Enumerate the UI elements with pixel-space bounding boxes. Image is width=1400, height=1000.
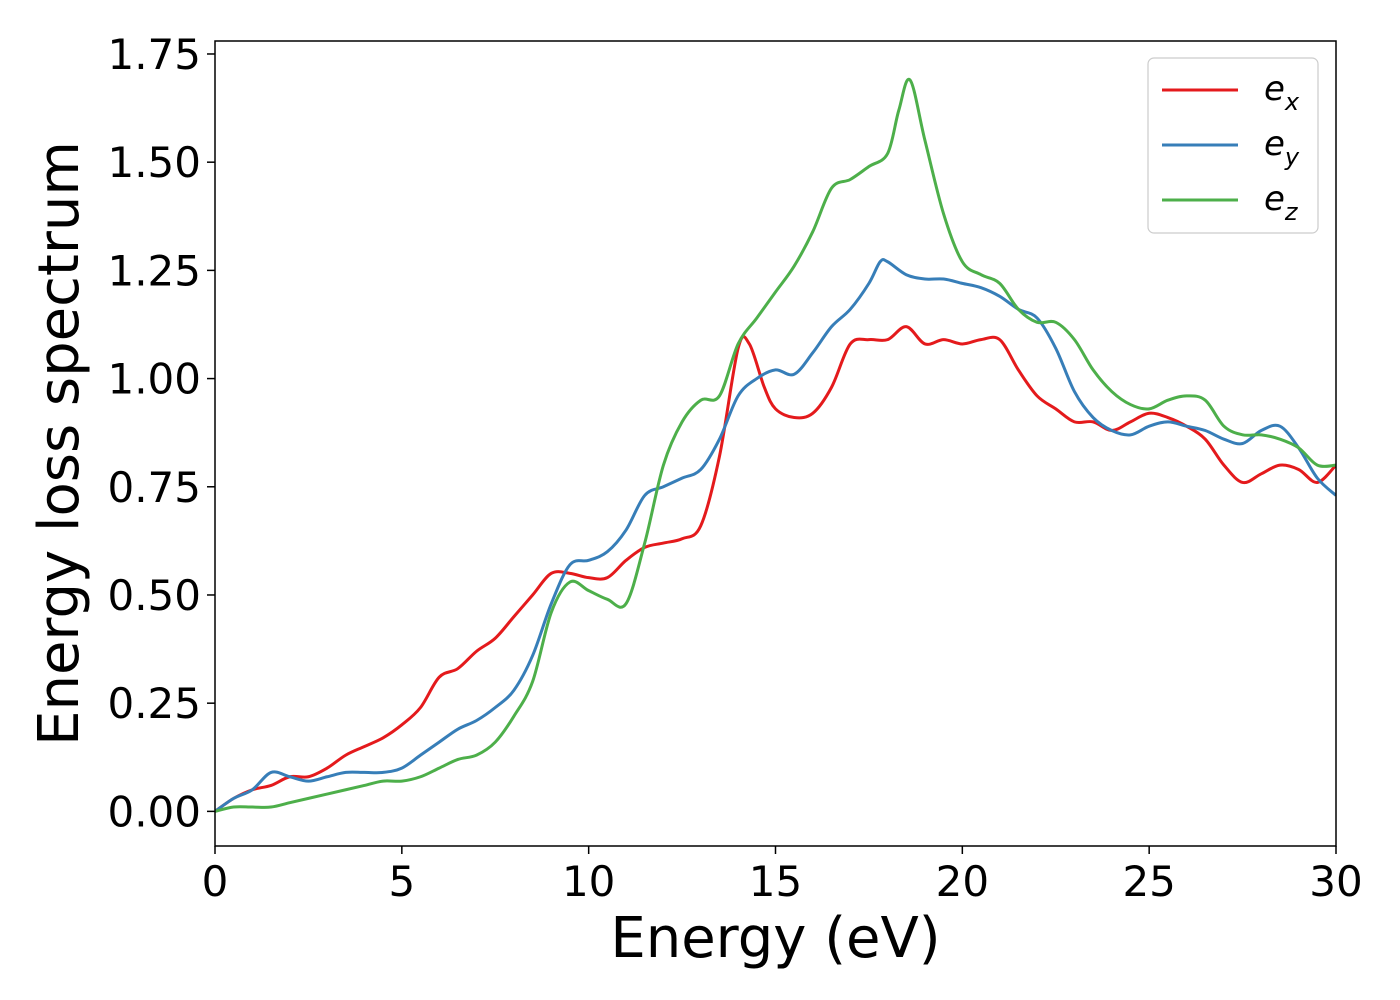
legend-label-base: e <box>1264 179 1285 219</box>
x-axis-title: Energy (eV) <box>610 906 940 971</box>
y-tick-label: 0.50 <box>107 571 201 620</box>
series-line-e-y <box>215 258 1336 813</box>
legend-label-subscript: z <box>1284 198 1299 226</box>
series-layer <box>215 77 1336 813</box>
y-axis-title: Energy loss spectrum <box>27 141 92 746</box>
legend-label-base: e <box>1264 124 1285 164</box>
x-tick-label: 0 <box>202 857 229 906</box>
legend-label-y: ey <box>1264 124 1300 171</box>
legend-label-z: ez <box>1264 179 1299 226</box>
y-tick-label: 1.00 <box>107 355 201 404</box>
y-tick-label: 0.25 <box>107 679 201 728</box>
x-tick-label: 25 <box>1122 857 1175 906</box>
y-tick-label: 1.75 <box>107 30 201 79</box>
y-tick-label: 1.25 <box>107 246 201 295</box>
x-tick-label: 20 <box>936 857 989 906</box>
y-tick-label: 0.00 <box>107 787 201 836</box>
y-tick-label: 0.75 <box>107 463 201 512</box>
legend-label-base: e <box>1264 69 1285 109</box>
y-tick-label: 1.50 <box>107 138 201 187</box>
x-tick-label: 5 <box>388 857 415 906</box>
series-line-e-z <box>215 77 1336 813</box>
legend-label-subscript: x <box>1284 88 1300 116</box>
y-axis: 0.00 0.25 0.50 0.75 1.00 1.25 1.50 1.75 <box>107 30 215 836</box>
legend-label-subscript: y <box>1284 143 1300 171</box>
x-tick-label: 10 <box>562 857 615 906</box>
series-line-e-x <box>215 325 1336 813</box>
x-tick-label: 15 <box>749 857 802 906</box>
legend-label-x: ex <box>1264 69 1300 116</box>
x-tick-label: 30 <box>1309 857 1362 906</box>
x-axis: 0 5 10 15 20 25 30 <box>202 846 1363 906</box>
